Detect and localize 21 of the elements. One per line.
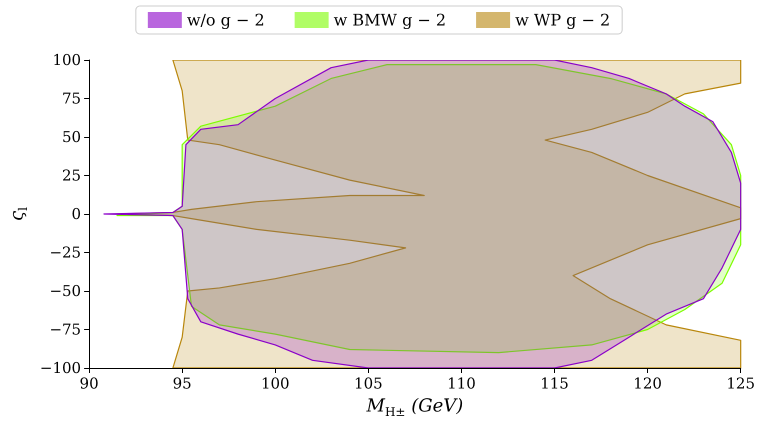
y-tick-label: −25 <box>49 244 82 262</box>
legend-label: w WP g − 2 <box>515 10 610 30</box>
x-tick-label: 100 <box>260 374 290 392</box>
y-axis-title: ςl <box>6 206 30 221</box>
x-tick-label: 105 <box>354 374 383 392</box>
x-tick-label: 110 <box>447 374 476 392</box>
y-tick-label: 100 <box>52 51 82 69</box>
y-tick-label: 0 <box>72 205 82 223</box>
x-tick-label: 120 <box>633 374 662 392</box>
x-tick-label: 95 <box>172 374 192 392</box>
x-tick-label: 125 <box>726 374 756 392</box>
y-tick-label: 75 <box>62 90 82 108</box>
x-tick-label: 115 <box>540 374 569 392</box>
y-tick-label: −100 <box>40 359 82 377</box>
y-tick-label: 50 <box>62 128 82 146</box>
y-tick-label: −75 <box>49 320 82 338</box>
y-tick-label: 25 <box>62 166 82 184</box>
x-tick-label: 90 <box>80 374 99 392</box>
legend-label: w/o g − 2 <box>186 10 265 30</box>
legend-label: w BMW g − 2 <box>334 10 446 30</box>
y-tick-label: −50 <box>49 282 82 300</box>
